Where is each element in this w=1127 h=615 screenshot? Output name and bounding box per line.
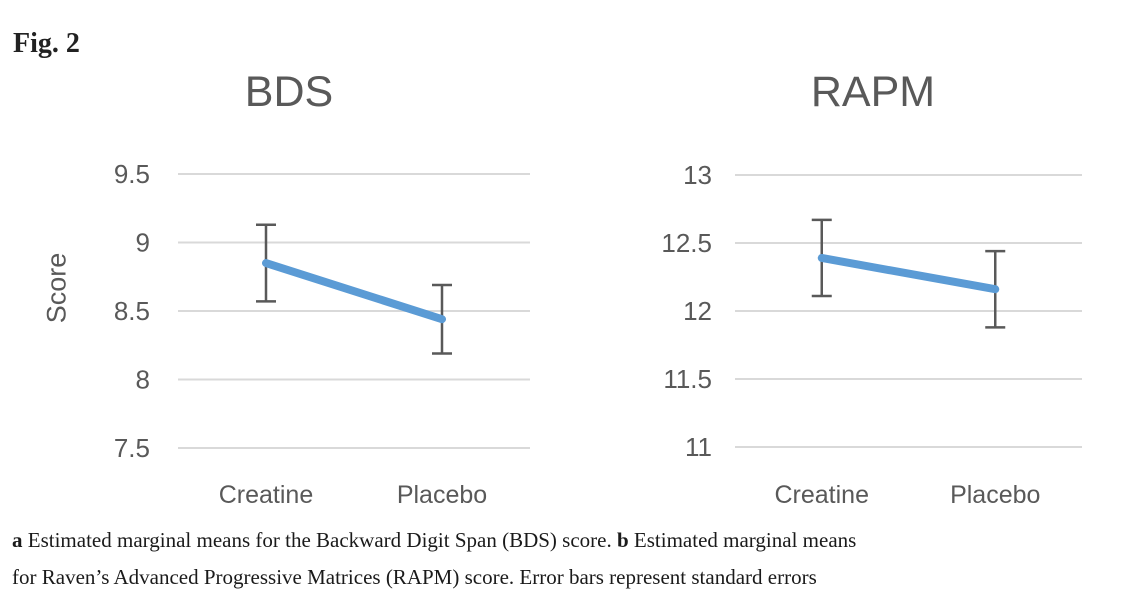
series-line [817, 253, 1000, 294]
y-tick-label: 12.5 [661, 228, 712, 258]
x-category-label: Creatine [219, 481, 314, 509]
y-tick-label: 11 [685, 432, 712, 462]
y-tick-label: 13 [683, 160, 712, 190]
bds-chart-title: BDS [244, 68, 334, 116]
x-category-label: Creatine [775, 481, 870, 509]
caption-text-a: Estimated marginal means for the Backwar… [22, 528, 617, 552]
caption-text-b: Estimated marginal means [628, 528, 857, 552]
y-tick-label: 8.5 [114, 296, 150, 326]
figure-caption: a Estimated marginal means for the Backw… [12, 522, 1117, 596]
x-category-label: Placebo [397, 481, 487, 509]
caption-marker-a: a [12, 528, 23, 552]
y-tick-label: 12 [683, 296, 712, 326]
caption-line-2: for Raven’s Advanced Progressive Matrice… [12, 565, 817, 589]
y-tick-label: 11.5 [663, 364, 712, 394]
x-category-label: Placebo [950, 481, 1040, 509]
caption-line-1: a Estimated marginal means for the Backw… [12, 522, 1117, 559]
y-tick-label: 9.5 [114, 159, 150, 189]
rapm-chart-title: RAPM [810, 68, 936, 116]
y-tick-label: 8 [136, 365, 150, 395]
figure-label: Fig. 2 [13, 28, 80, 59]
y-tick-label: 9 [136, 228, 150, 258]
caption-marker-b: b [616, 528, 629, 552]
y-tick-label: 7.5 [114, 433, 150, 463]
series-line [262, 259, 446, 324]
